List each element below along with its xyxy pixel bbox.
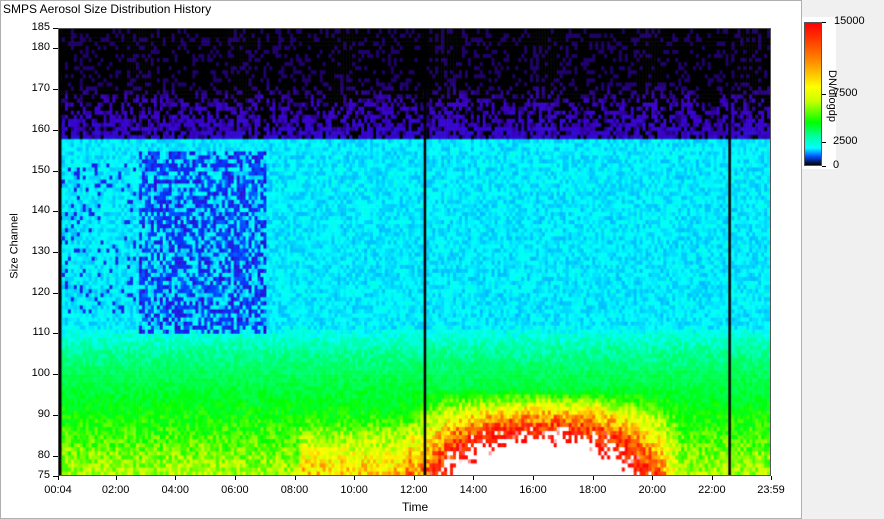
colorbar-tick-label: 2500 xyxy=(833,135,858,147)
x-tick-label: 14:00 xyxy=(459,484,488,496)
colorbar-tick-mark xyxy=(822,22,826,23)
x-tick-mark xyxy=(592,476,594,480)
y-tick-mark xyxy=(53,252,58,253)
y-tick-label: 140 xyxy=(31,204,50,217)
x-axis-label: Time xyxy=(402,500,429,514)
y-tick-label: 75 xyxy=(37,469,50,481)
x-tick-label: 10:00 xyxy=(340,484,368,496)
x-tick-label: 08:00 xyxy=(280,484,309,496)
x-tick-label: 06:00 xyxy=(221,484,249,496)
y-tick-mark xyxy=(53,211,58,213)
y-tick-label: 150 xyxy=(31,163,50,176)
x-tick-mark xyxy=(652,476,654,480)
colorbar-tick-mark xyxy=(822,94,826,95)
x-tick-mark xyxy=(354,476,356,480)
y-tick-label: 170 xyxy=(31,82,50,95)
colorbar xyxy=(804,22,822,166)
x-tick-label: 18:00 xyxy=(578,484,607,496)
y-axis-label: Size Channel xyxy=(8,213,21,279)
y-tick-mark xyxy=(53,170,58,172)
x-tick-label: 22:00 xyxy=(698,484,726,496)
y-tick-mark xyxy=(53,374,58,376)
y-tick-label: 110 xyxy=(32,326,50,339)
x-tick-label: 20:00 xyxy=(638,484,666,496)
x-tick-mark xyxy=(58,476,59,480)
x-tick-label: 12:00 xyxy=(399,484,428,496)
y-tick-label: 80 xyxy=(37,448,50,461)
y-tick-label: 90 xyxy=(37,407,50,420)
colorbar-tick-label: 7500 xyxy=(833,87,858,99)
window-title: SMPS Aerosol Size Distribution History xyxy=(3,2,212,16)
y-tick-mark xyxy=(53,333,58,335)
x-tick-label: 02:00 xyxy=(101,484,130,496)
heatmap-plot[interactable] xyxy=(58,28,771,476)
x-tick-label: 16:00 xyxy=(519,484,547,496)
y-tick-label: 120 xyxy=(31,285,50,298)
y-tick-label: 160 xyxy=(31,122,50,135)
colorbar-label: DN/dlogdp xyxy=(826,70,838,122)
y-tick-mark xyxy=(53,89,58,91)
x-tick-mark xyxy=(413,476,415,480)
y-tick-mark xyxy=(53,455,58,457)
colorbar-tick-mark xyxy=(822,142,826,143)
heatmap-canvas xyxy=(59,29,770,475)
y-tick-label: 130 xyxy=(31,245,50,257)
x-tick-mark xyxy=(711,476,713,480)
x-tick-mark xyxy=(771,476,772,480)
y-tick-mark xyxy=(53,129,58,131)
x-tick-label: 00:04 xyxy=(44,484,72,496)
x-tick-mark xyxy=(175,476,177,480)
x-tick-mark xyxy=(234,476,236,480)
y-tick-label: 185 xyxy=(31,21,50,33)
colorbar-tick-label: 0 xyxy=(833,159,840,171)
colorbar-tick-mark xyxy=(822,166,826,167)
y-tick-mark xyxy=(53,292,58,294)
x-tick-label: 23:59 xyxy=(757,484,785,496)
x-tick-mark xyxy=(294,476,296,480)
x-tick-mark xyxy=(533,476,534,480)
y-tick-label: 100 xyxy=(31,367,50,380)
colorbar-tick-label: 15000 xyxy=(834,15,865,27)
y-tick-mark xyxy=(53,28,58,29)
y-tick-mark xyxy=(53,48,58,50)
x-tick-mark xyxy=(115,476,117,480)
x-tick-mark xyxy=(473,476,475,480)
y-tick-label: 180 xyxy=(31,41,50,54)
y-tick-mark xyxy=(53,476,58,477)
x-tick-label: 04:00 xyxy=(161,484,190,496)
y-tick-mark xyxy=(53,414,58,416)
